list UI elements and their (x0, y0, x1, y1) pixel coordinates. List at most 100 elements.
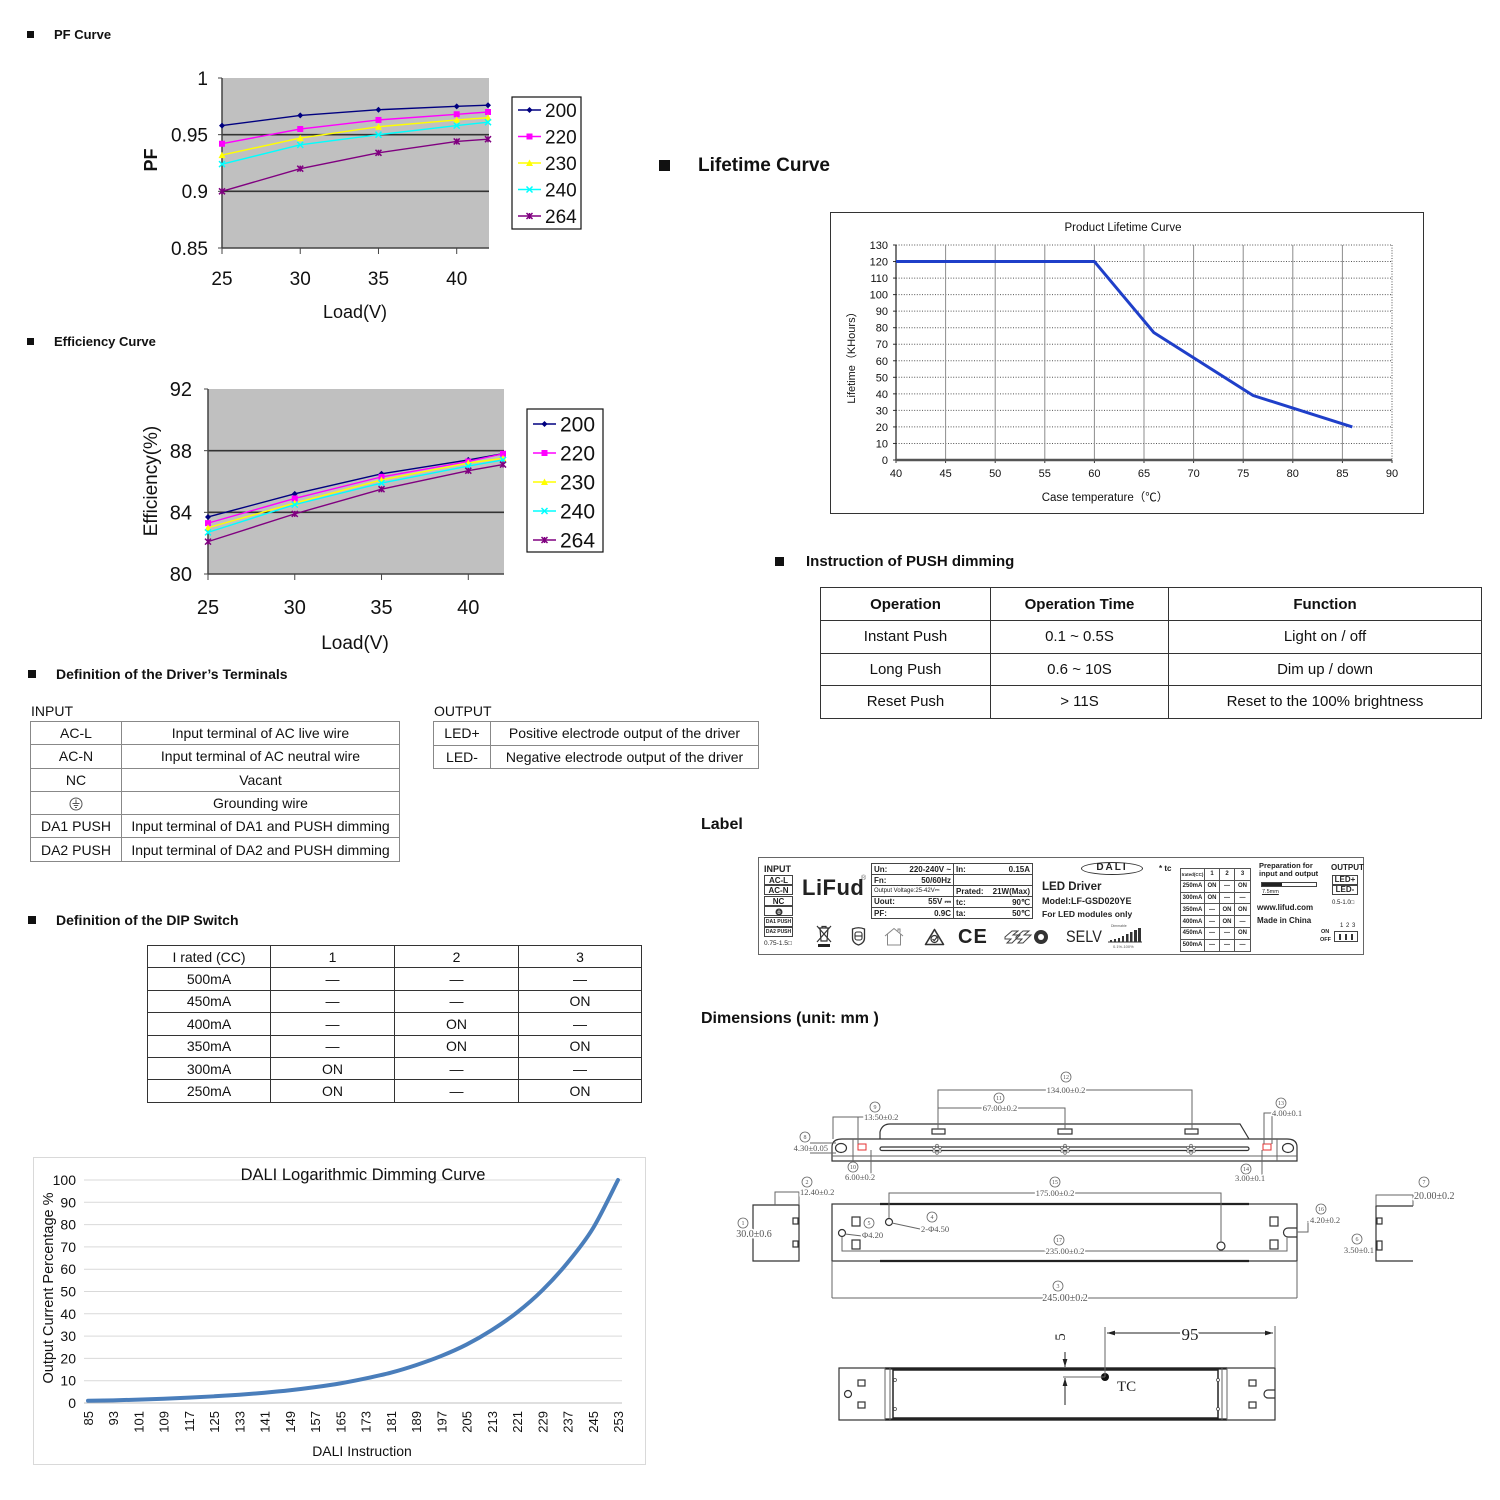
x-tick-label: 221 (510, 1411, 525, 1433)
table-row: 450mA — — ON (1180, 926, 1251, 940)
legend-marker (541, 421, 548, 427)
legend-item: 200 (533, 414, 595, 437)
table-cell: — (394, 967, 519, 991)
mounting-notch (1282, 1227, 1297, 1238)
inner-body (892, 1369, 1219, 1419)
end-profile (1375, 1205, 1413, 1262)
dimension-line (774, 1191, 800, 1205)
terminal-name: LED- (433, 744, 491, 769)
spec-cell: PF: 0.9C (871, 907, 954, 919)
spec-value: 55V ⎓ (928, 897, 951, 907)
made-in: Made in China (1257, 916, 1312, 925)
legend-item: 230 (533, 472, 595, 495)
table-cell: Reset to the 100% brightness (1168, 685, 1482, 719)
table-cell: ON (518, 989, 642, 1014)
data-point (218, 160, 226, 168)
table-row: 450mA — — ON (147, 989, 642, 1014)
x-tick-label: 173 (359, 1411, 374, 1433)
x-tick-label: 35 (370, 597, 392, 619)
body-edge (885, 1367, 1227, 1421)
x-tick-label: 213 (485, 1411, 500, 1433)
callout-number: 14 (1243, 1167, 1249, 1173)
bullet-icon (28, 670, 36, 678)
hole (1216, 1241, 1226, 1251)
chart-title: Product Lifetime Curve (1065, 222, 1182, 234)
callout-number: 11 (996, 1096, 1002, 1102)
table-row: PF: 0.9C ta: 50℃ (871, 907, 1033, 919)
legend-marker (525, 185, 534, 194)
y-tick-label: 50 (876, 372, 888, 384)
callout-number: 3 (1057, 1284, 1060, 1290)
y-axis-label: Output Current Percentage % (41, 1192, 57, 1383)
x-tick-label: 197 (434, 1411, 449, 1433)
y-tick-label: 88 (170, 441, 192, 463)
label-terminal: NC (764, 896, 793, 906)
spec-cell: In: 0.15A (953, 863, 1033, 875)
data-point (374, 131, 383, 139)
front-view (831, 1192, 1309, 1299)
efficiency-curve-heading: Efficiency Curve (54, 334, 156, 349)
x-tick-label: 189 (409, 1411, 424, 1433)
table-cell: — (394, 1056, 519, 1081)
callout-number: 16 (1318, 1207, 1324, 1213)
data-point (464, 467, 472, 475)
column-header: Operation (820, 587, 991, 621)
y-tick-label: 70 (876, 339, 888, 351)
dip-numbers: 1 2 3 (1340, 923, 1356, 929)
bullet-icon (28, 916, 36, 924)
label-spec-table: Un: 220-240V ~ In: 0.15A Fn: 50/60Hz Output… (871, 863, 1033, 919)
spec-cell: Fn: 50/60Hz (871, 874, 954, 886)
y-tick-label: 92 (170, 379, 192, 401)
y-tick-label: 110 (870, 273, 888, 285)
dimension-value: 20.00±0.2 (1414, 1191, 1455, 1202)
spec-value: 220-240V ~ (909, 864, 951, 874)
data-point (485, 109, 491, 115)
y-tick-label: 100 (53, 1172, 77, 1188)
data-point (219, 122, 225, 129)
label-terminal: AC-L (764, 875, 793, 885)
y-tick-label: 80 (60, 1217, 76, 1233)
y-tick-label: 60 (60, 1261, 76, 1277)
table-cell: ON (1204, 891, 1220, 905)
spec-key: Un: (874, 864, 888, 874)
table-cell: — (1219, 891, 1235, 905)
spec-key: PF: (874, 908, 887, 918)
weee-bin-icon (816, 925, 832, 947)
data-point (296, 165, 304, 173)
x-tick-label: 85 (1336, 468, 1348, 480)
callout: 15 (1049, 1176, 1061, 1188)
data-point (453, 116, 461, 123)
legend-label: 240 (560, 501, 595, 524)
terminal-marker (857, 1143, 867, 1151)
table-cell: — (270, 1012, 395, 1036)
table-cell: Light on / off (1168, 620, 1482, 654)
dimension-drawings: 1 30.0±0.6 2 12.40±0.2 3 245.00±0.2 4 2-… (735, 1071, 1456, 1421)
y-tick-label: 90 (876, 306, 888, 318)
table-cell: — (1234, 915, 1251, 928)
dip-switch-table: I rated (CC) 1 2 3 500mA — — — 450mA — —… (147, 944, 642, 1103)
bullet-icon (27, 31, 34, 38)
y-tick-label: 20 (60, 1350, 76, 1366)
extension-line (1104, 1326, 1276, 1377)
spec-cell (953, 874, 1033, 886)
label-terminal: AC-N (764, 885, 793, 895)
dimension-line (1297, 1221, 1309, 1233)
push-dimming-heading: Instruction of PUSH dimming (806, 553, 1015, 570)
legend-marker (525, 212, 534, 220)
data-point (377, 485, 386, 493)
output-title: OUTPUT (434, 703, 492, 719)
y-tick-label: 70 (60, 1239, 76, 1255)
table-cell: — (1204, 926, 1220, 940)
fixing-slot (1269, 1239, 1279, 1250)
table-cell: — (1234, 938, 1251, 952)
data-point (375, 106, 382, 113)
spec-key: Uout: (874, 897, 895, 907)
table-row: Reset Push > 11S Reset to the 100% brigh… (820, 685, 1482, 719)
product-label: INPUT AC-L AC-N NC DA1 PUSH DA2 PUSH 0.7… (758, 857, 1364, 955)
callout-number: 7 (1423, 1180, 1426, 1186)
registered-mark: ® (861, 875, 867, 882)
data-point (499, 461, 507, 469)
legend-label: 200 (545, 101, 577, 122)
x-tick-label: 25 (197, 597, 219, 619)
end-profile (752, 1204, 800, 1262)
